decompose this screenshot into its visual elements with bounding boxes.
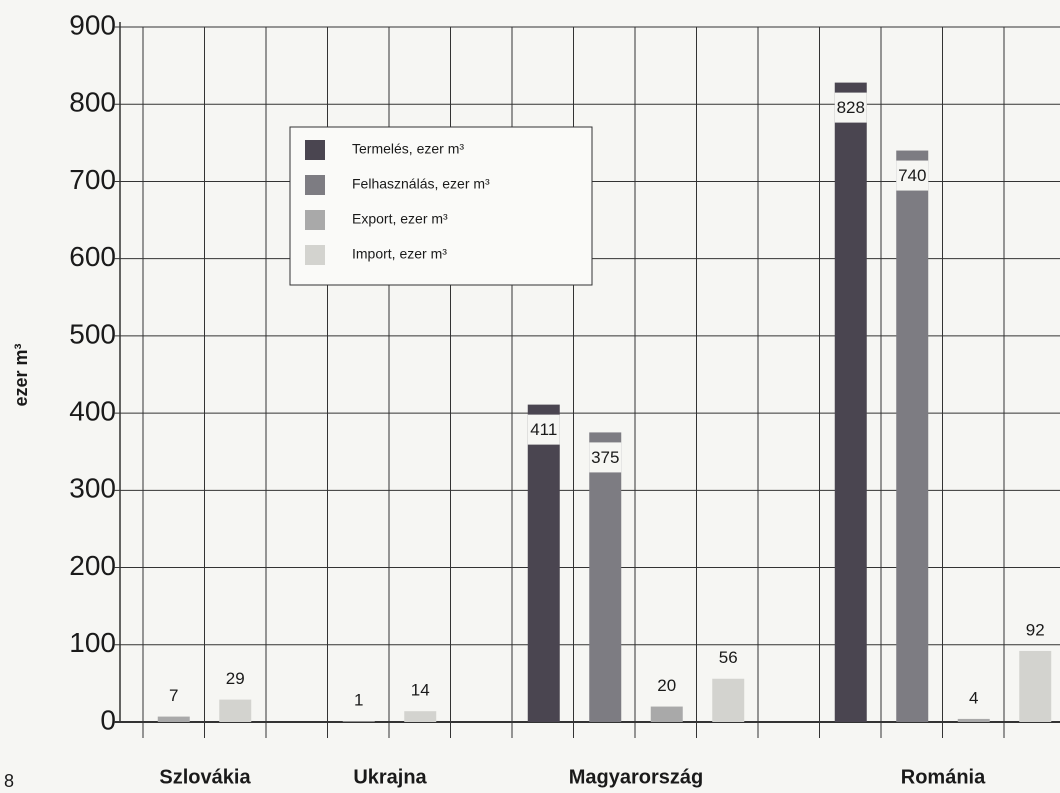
value-label: 29	[226, 669, 245, 688]
y-tick-label: 100	[69, 627, 116, 658]
bar	[157, 716, 190, 722]
bar	[342, 721, 375, 722]
legend-label: Export, ezer m³	[352, 211, 448, 227]
bar	[1019, 650, 1052, 722]
bar	[589, 432, 622, 722]
x-tick-label: Szlovákia	[159, 766, 251, 788]
value-label: 14	[411, 681, 430, 700]
value-label: 7	[169, 686, 178, 705]
value-label: 828	[837, 98, 865, 117]
y-tick-label: 400	[69, 396, 116, 427]
value-label-bg	[589, 442, 622, 473]
value-label: 4	[969, 688, 978, 707]
value-label: 411	[530, 420, 557, 439]
value-label: 375	[591, 448, 619, 467]
legend-swatch	[305, 140, 325, 160]
legend-box	[289, 126, 593, 286]
value-label-bg	[527, 414, 560, 445]
y-tick-label: 800	[69, 87, 116, 118]
value-label-bg	[834, 92, 867, 123]
legend-swatch	[305, 175, 325, 195]
bar	[712, 678, 745, 722]
y-tick-label: 900	[69, 9, 116, 40]
y-tick-label: 600	[69, 241, 116, 272]
bar	[650, 706, 683, 722]
y-axis-title: ezer m³	[11, 343, 31, 406]
x-tick-label: Románia	[901, 766, 986, 788]
bar	[219, 699, 252, 722]
bar	[896, 150, 929, 723]
value-label: 740	[898, 166, 926, 185]
page-number: 8	[4, 771, 14, 791]
bar	[404, 711, 437, 722]
y-tick-label: 300	[69, 473, 116, 504]
value-label: 92	[1026, 620, 1045, 639]
y-tick-label: 500	[69, 318, 116, 349]
x-tick-label: Magyarország	[569, 766, 704, 788]
bar	[834, 82, 867, 723]
bar	[957, 718, 990, 722]
value-label-bg	[896, 160, 929, 191]
bar	[527, 404, 560, 722]
legend-label: Import, ezer m³	[352, 246, 447, 262]
y-tick-label: 700	[69, 164, 116, 195]
y-tick-label: 0	[100, 704, 116, 735]
legend-label: Termelés, ezer m³	[352, 141, 464, 157]
x-tick-label: Ukrajna	[353, 766, 427, 788]
legend-swatch	[305, 210, 325, 230]
legend-swatch	[305, 245, 325, 265]
y-tick-label: 200	[69, 550, 116, 581]
value-label: 56	[719, 648, 738, 667]
legend-label: Felhasználás, ezer m³	[352, 176, 490, 192]
value-label: 20	[657, 676, 676, 695]
value-label: 1	[354, 691, 363, 710]
